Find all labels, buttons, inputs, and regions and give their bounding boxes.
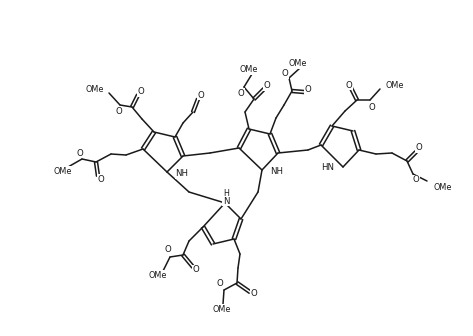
Text: OMe: OMe [213,304,231,313]
Text: O: O [346,81,352,89]
Text: O: O [305,84,311,93]
Text: NH: NH [175,169,188,178]
Text: OMe: OMe [433,182,451,192]
Text: O: O [165,246,171,254]
Text: O: O [251,290,257,298]
Text: H: H [223,190,229,199]
Text: O: O [416,143,422,153]
Text: OMe: OMe [385,82,403,90]
Text: O: O [115,108,123,117]
Text: OMe: OMe [54,167,72,175]
Text: OMe: OMe [86,84,104,93]
Text: N: N [223,197,229,206]
Text: O: O [97,174,105,183]
Text: O: O [193,265,200,275]
Text: OMe: OMe [149,270,167,280]
Text: O: O [412,175,420,184]
Text: OMe: OMe [240,66,258,75]
Text: O: O [217,280,223,289]
Text: NH: NH [270,168,283,176]
Text: O: O [77,149,83,158]
Text: O: O [198,90,204,99]
Text: O: O [281,70,289,79]
Text: O: O [263,82,271,90]
Text: O: O [368,102,376,112]
Text: HN: HN [321,164,334,172]
Text: O: O [138,87,144,96]
Text: OMe: OMe [289,59,307,69]
Text: O: O [237,88,245,97]
